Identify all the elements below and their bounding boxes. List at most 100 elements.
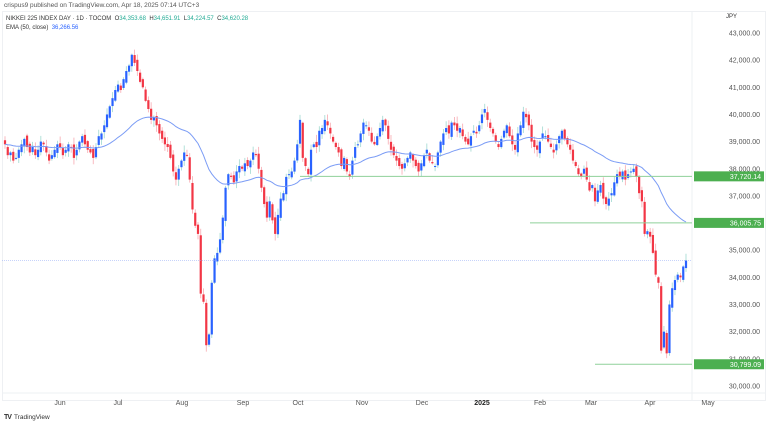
candle-body[interactable] [574, 162, 577, 167]
candle-body[interactable] [345, 159, 348, 172]
candle-body[interactable] [563, 129, 566, 139]
candle-body[interactable] [387, 125, 390, 139]
candle-body[interactable] [166, 143, 169, 148]
candle-body[interactable] [354, 147, 357, 158]
candle-body[interactable] [533, 140, 536, 148]
candle-body[interactable] [502, 130, 506, 138]
candle-body[interactable] [257, 153, 260, 169]
candle-body[interactable] [188, 157, 191, 180]
candle-body[interactable] [227, 174, 230, 186]
candle-body[interactable] [356, 144, 360, 146]
candle-body[interactable] [436, 152, 439, 166]
candle-body[interactable] [271, 204, 274, 221]
candle-body[interactable] [340, 149, 343, 167]
candle-body[interactable] [376, 136, 379, 146]
candle-body[interactable] [621, 171, 624, 180]
candle-body[interactable] [406, 157, 409, 163]
candle-body[interactable] [221, 217, 224, 241]
candle-body[interactable] [640, 190, 643, 202]
candle-body[interactable] [199, 235, 202, 294]
candle-body[interactable] [172, 154, 175, 172]
candle-body[interactable] [205, 302, 208, 346]
candle-body[interactable] [34, 149, 37, 156]
candle-body[interactable] [580, 173, 583, 177]
candle-body[interactable] [92, 148, 95, 158]
candle-body[interactable] [684, 260, 688, 269]
candle-body[interactable] [309, 149, 313, 175]
candle-body[interactable] [610, 193, 613, 196]
candle-body[interactable] [81, 136, 84, 143]
candle-body[interactable] [304, 158, 307, 167]
candle-body[interactable] [191, 182, 194, 210]
candle-body[interactable] [196, 224, 200, 234]
candle-body[interactable] [458, 128, 462, 133]
candle-body[interactable] [343, 157, 346, 169]
candle-body[interactable] [480, 114, 484, 124]
candle-body[interactable] [235, 171, 238, 182]
candle-body[interactable] [161, 130, 164, 139]
candle-body[interactable] [472, 130, 475, 133]
candle-body[interactable] [560, 130, 564, 139]
candle-body[interactable] [541, 133, 544, 139]
candle-body[interactable] [373, 141, 376, 145]
candle-body[interactable] [282, 193, 285, 201]
candle-body[interactable] [185, 154, 189, 156]
candle-body[interactable] [86, 141, 89, 150]
candle-body[interactable] [155, 116, 158, 126]
candle-body[interactable] [163, 137, 167, 145]
candle-body[interactable] [287, 174, 291, 176]
candle-body[interactable] [370, 132, 373, 142]
candle-body[interactable] [326, 121, 329, 126]
candle-body[interactable] [241, 166, 244, 169]
candle-body[interactable] [56, 144, 59, 153]
candle-body[interactable] [183, 152, 186, 161]
candle-body[interactable] [177, 168, 180, 180]
candle-body[interactable] [660, 286, 663, 351]
candle-body[interactable] [315, 141, 318, 148]
candle-body[interactable] [243, 163, 246, 172]
candle-body[interactable] [651, 234, 655, 253]
candle-body[interactable] [169, 144, 172, 158]
candle-body[interactable] [348, 174, 351, 177]
candle-body[interactable] [450, 122, 453, 137]
candle-body[interactable] [103, 125, 106, 133]
candle-body[interactable] [638, 176, 641, 194]
candle-body[interactable] [566, 138, 569, 145]
candle-body[interactable] [337, 147, 340, 153]
candle-body[interactable] [105, 114, 109, 128]
candle-body[interactable] [111, 98, 114, 107]
candle-body[interactable] [3, 140, 7, 145]
candle-body[interactable] [571, 149, 575, 161]
candle-body[interactable] [654, 250, 657, 275]
candle-body[interactable] [323, 119, 326, 132]
candle-body[interactable] [456, 123, 459, 131]
candle-body[interactable] [599, 185, 602, 193]
candle-body[interactable] [673, 280, 677, 291]
candle-body[interactable] [122, 79, 125, 88]
candle-body[interactable] [428, 153, 431, 161]
candle-body[interactable] [210, 282, 213, 335]
candle-body[interactable] [409, 152, 412, 159]
candle-body[interactable] [17, 149, 20, 158]
candle-body[interactable] [194, 212, 197, 226]
candle-body[interactable] [469, 136, 473, 146]
candle-body[interactable] [555, 144, 558, 151]
candle-body[interactable] [285, 176, 288, 195]
candle-body[interactable] [133, 55, 136, 63]
candle-body[interactable] [676, 274, 679, 280]
candle-body[interactable] [629, 171, 632, 173]
candle-body[interactable] [483, 109, 486, 113]
candle-body[interactable] [108, 106, 111, 118]
candle-body[interactable] [362, 122, 365, 134]
candle-body[interactable] [582, 168, 586, 174]
candle-body[interactable] [519, 125, 522, 136]
candle-body[interactable] [591, 185, 594, 189]
candle-body[interactable] [613, 182, 616, 196]
candle-body[interactable] [138, 72, 142, 82]
candle-body[interactable] [202, 294, 205, 302]
candle-body[interactable] [618, 171, 621, 177]
candle-body[interactable] [552, 149, 555, 153]
candle-body[interactable] [392, 146, 395, 156]
candle-body[interactable] [662, 331, 666, 348]
